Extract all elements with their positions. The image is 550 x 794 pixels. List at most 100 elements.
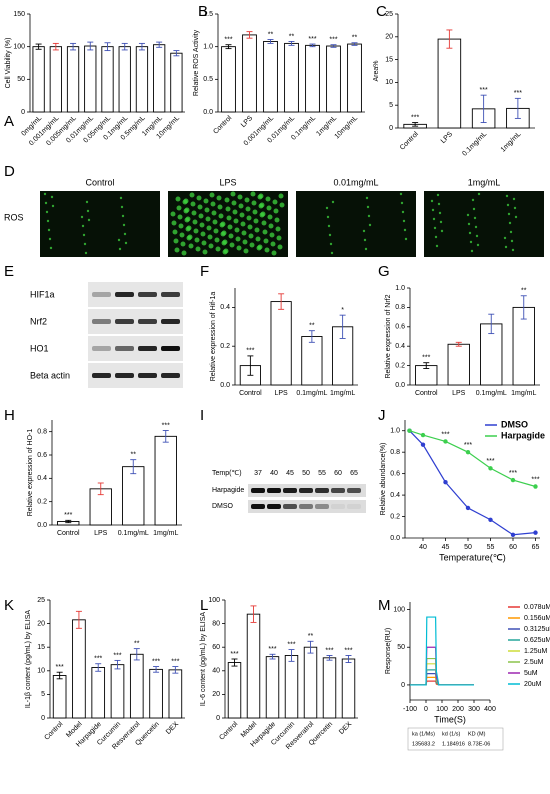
cell-signal (259, 212, 265, 218)
x-tick-label: 0.1mg/mL (296, 390, 327, 397)
cell-signal (328, 233, 332, 237)
cell-signal (120, 205, 124, 209)
cell-signal (222, 249, 228, 255)
error-bar (520, 295, 527, 320)
significance: *** (268, 646, 276, 653)
cell-signal (476, 243, 480, 247)
cell-signal (368, 223, 372, 227)
cell-signal (401, 210, 405, 214)
y-tick-label: 15 (385, 56, 393, 63)
significance: *** (464, 442, 472, 449)
band-label: HIF1a (30, 289, 55, 299)
series-line (410, 663, 474, 686)
cell-signal (83, 242, 87, 246)
x-tick-label: 400 (484, 706, 496, 713)
band (347, 504, 361, 509)
cell-signal (268, 223, 274, 229)
cell-signal (204, 207, 210, 213)
cell-signal (242, 239, 248, 245)
y-tick-label: 0.8 (395, 304, 405, 311)
error-bar (339, 314, 346, 339)
cell-signal (326, 215, 330, 219)
cell-signal (196, 195, 202, 201)
cell-signal (213, 228, 219, 234)
cell-signal (179, 232, 185, 238)
y-tick-label: 15 (37, 644, 45, 651)
point (443, 439, 448, 444)
y-tick-label: 0.0 (390, 535, 400, 542)
y-tick-label: 20 (37, 620, 45, 627)
cell-signal (203, 198, 209, 204)
band (138, 319, 157, 324)
y-tick-label: 1.5 (203, 11, 213, 18)
error-bar (153, 666, 160, 673)
legend-label: 0.156uM (524, 615, 550, 622)
cell-signal (80, 215, 84, 219)
y-axis-label: Response(RU) (385, 628, 392, 674)
cell-signal (122, 223, 126, 227)
y-tick-label: 0.2 (37, 499, 47, 506)
cell-signal (367, 214, 371, 218)
y-tick-label: 0.6 (395, 324, 405, 331)
cell-signal (239, 212, 245, 218)
cell-signal (233, 218, 239, 224)
cell-signal (474, 225, 478, 229)
y-tick-label: 0.5 (203, 76, 213, 83)
cell-signal (274, 217, 280, 223)
table-header: KD (M) (468, 731, 486, 737)
band (138, 373, 157, 378)
cell-signal (87, 218, 91, 222)
significance: ** (131, 452, 137, 459)
legend-label: 20uM (524, 681, 542, 688)
table-cell: 8.73E-06 (468, 741, 490, 747)
bar (101, 46, 114, 113)
cell-signal (365, 196, 369, 200)
significance: *** (422, 355, 430, 362)
significance: ** (134, 640, 140, 647)
y-tick-label: 1.0 (395, 285, 405, 292)
y-tick-label: 0.4 (220, 304, 230, 311)
error-bar (133, 648, 140, 661)
y-axis-label: Relative ROS Activity (193, 29, 200, 96)
cell-signal (258, 203, 264, 209)
cell-signal (207, 234, 213, 240)
band (92, 346, 111, 351)
y-tick-label: 0.2 (390, 513, 400, 520)
temp-label: Temp(℃) (212, 470, 242, 477)
significance: * (341, 307, 344, 314)
cell-signal (433, 226, 437, 230)
cell-signal (174, 247, 180, 253)
cell-signal (231, 200, 237, 206)
significance: *** (411, 114, 419, 121)
significance: *** (287, 641, 295, 648)
x-tick-label: 1mg/mL (153, 530, 178, 537)
cell-signal (86, 209, 90, 213)
bar (303, 646, 318, 719)
cell-signal (511, 248, 515, 252)
error-bar (138, 42, 145, 51)
cell-signal (193, 228, 199, 234)
cell-signal (261, 220, 267, 226)
error-bar (65, 519, 72, 524)
band (331, 504, 345, 509)
band (267, 504, 281, 509)
significance: *** (514, 90, 522, 97)
bar (72, 619, 86, 719)
row-label: ROS (4, 212, 24, 222)
point (407, 428, 412, 433)
cell-signal (253, 218, 259, 224)
cell-signal (221, 240, 227, 246)
cell-signal (182, 199, 188, 205)
x-tick-label: -100 (403, 706, 417, 713)
x-tick-label: 10mg/mL (334, 115, 360, 141)
cell-signal (264, 247, 270, 253)
temp: 60 (334, 470, 342, 477)
cell-signal (173, 238, 179, 244)
cell-signal (214, 237, 220, 243)
bar (341, 658, 356, 719)
cell-signal (471, 198, 475, 202)
y-tick-label: 0.0 (395, 382, 405, 389)
error-bar (114, 659, 121, 670)
point (533, 530, 538, 535)
